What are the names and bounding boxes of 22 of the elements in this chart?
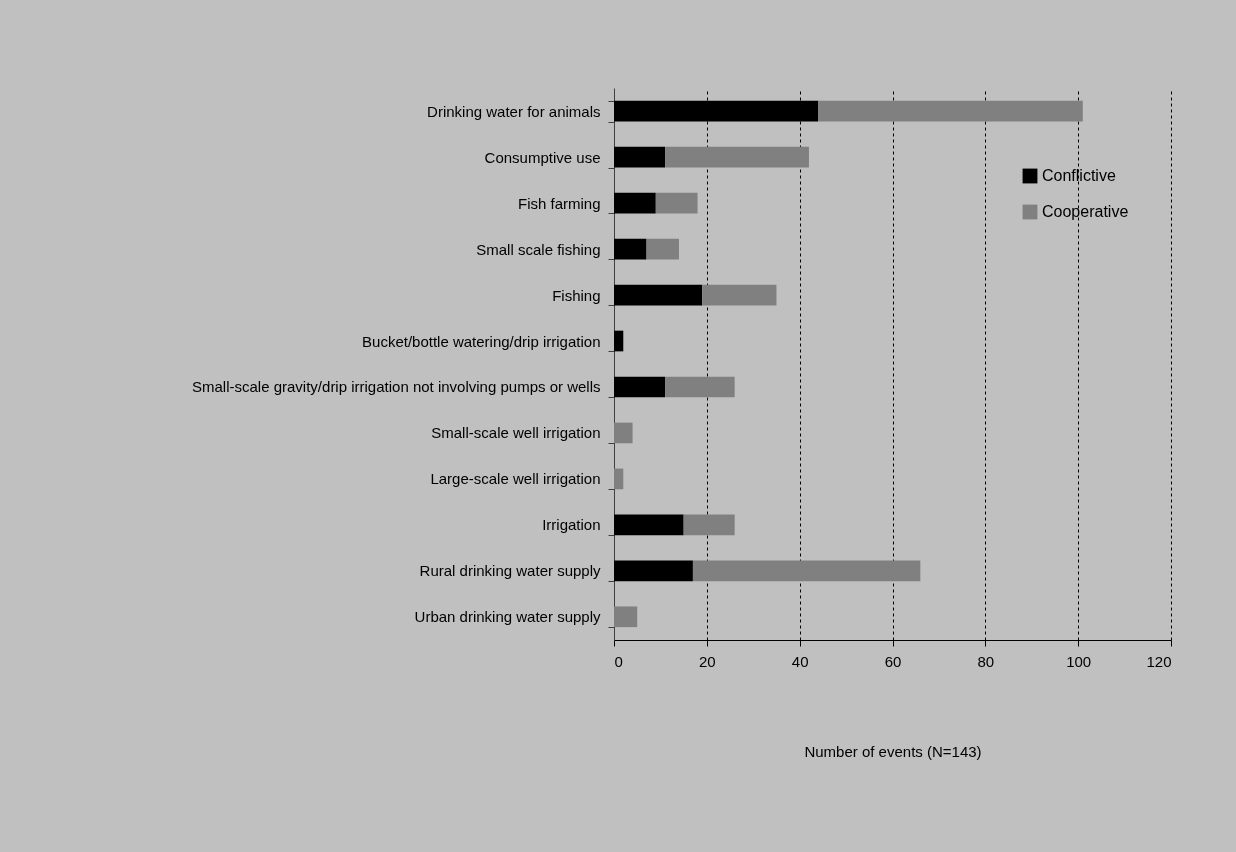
x-axis-title: Number of events (N=143) [804,742,982,760]
y-tick-label: Small-scale well irrigation [431,424,601,442]
x-tick-label: 60 [884,652,902,670]
y-tick-label: Urban drinking water supply [414,608,601,626]
y-tick-label: Fishing [552,286,601,304]
y-tick-label: Small scale fishing [476,240,601,258]
x-tick-label: 100 [1066,652,1092,670]
y-tick-label: Consumptive use [484,148,601,166]
y-tick-label: Rural drinking water supply [419,562,601,580]
y-tick-label: Fish farming [517,194,601,212]
x-tick-label: 40 [791,652,809,670]
y-tick-label: Large-scale well irrigation [430,470,601,488]
y-tick-label: Irrigation [542,516,601,534]
x-tick-label: 20 [698,652,716,670]
x-tick-label: 0 [614,652,623,670]
legend-label: Conflictive [1042,167,1116,184]
x-tick-label: 120 [1146,652,1172,670]
x-tick-label: 80 [977,652,995,670]
legend-label: Cooperative [1042,203,1129,220]
y-tick-label: Drinking water for animals [427,102,601,120]
y-tick-label: Small-scale gravity/drip irrigation not involving pumps or wells [192,378,601,396]
y-tick-label: Bucket/bottle watering/drip irrigation [362,332,601,350]
